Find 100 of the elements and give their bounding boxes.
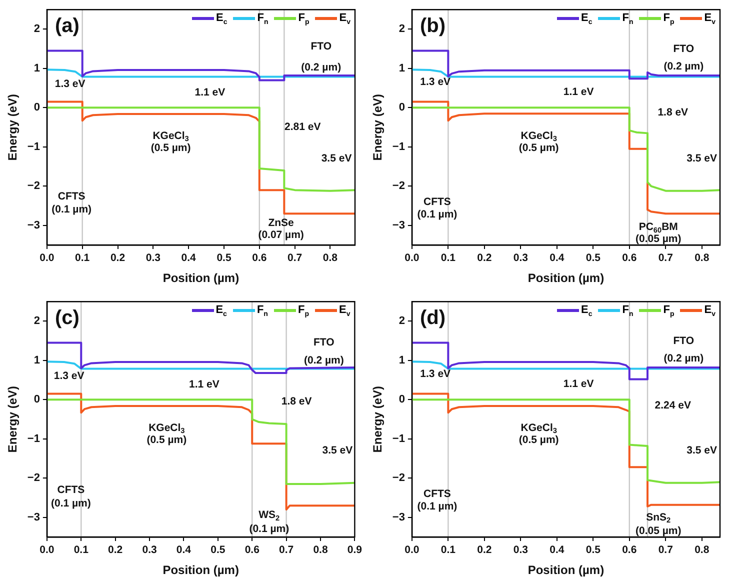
annotation: 1.1 eV xyxy=(194,86,226,99)
x-tick-label: 0.1 xyxy=(75,252,90,264)
chart-title: (a) xyxy=(54,15,80,38)
annotation: (0.1 µm) xyxy=(52,204,92,216)
y-tick-label: −1 xyxy=(27,432,40,445)
annotation: CFTS xyxy=(423,488,451,500)
y-tick-label: 0 xyxy=(34,102,40,114)
x-tick-label: 0.4 xyxy=(550,544,564,556)
legend-label: F$_{n}$ xyxy=(257,12,268,26)
annotation: 2.81 eV xyxy=(284,121,321,134)
y-tick-label: −2 xyxy=(392,472,405,484)
annotation: FTO xyxy=(314,336,334,349)
annotation: (0.1 µm) xyxy=(249,523,290,536)
legend-label: E$_{v}$ xyxy=(339,12,351,26)
y-tick-label: 1 xyxy=(398,354,405,366)
legend-label: E$_{c}$ xyxy=(216,304,227,318)
x-tick-label: 0.0 xyxy=(404,544,420,556)
x-tick-label: 0.6 xyxy=(244,544,260,556)
x-tick-label: 0.2 xyxy=(477,252,492,264)
annotation: FTO xyxy=(673,334,694,347)
annotation: (0.5 µm) xyxy=(518,434,559,446)
annotation: (0.07 µm) xyxy=(258,229,304,242)
x-tick-label: 0.6 xyxy=(622,544,637,556)
annotation: (0.2 µm) xyxy=(664,352,704,364)
annotation: (0.2 µm) xyxy=(304,354,344,366)
y-tick-label: −2 xyxy=(27,472,40,484)
annotation: 1.3 eV xyxy=(420,76,451,88)
y-tick-label: −2 xyxy=(392,180,405,192)
y-tick-label: −3 xyxy=(27,219,40,232)
legend-label: F$_{p}$ xyxy=(663,12,674,26)
annotation: 3.5 eV xyxy=(322,444,353,456)
y-tick-label: 1 xyxy=(34,354,40,366)
y-axis-title: Energy (eV) xyxy=(6,94,20,161)
annotation: CFTS xyxy=(57,484,85,496)
annotation: CFTS xyxy=(423,196,451,208)
y-tick-label: −3 xyxy=(392,511,405,524)
x-tick-label: 0.2 xyxy=(108,544,123,556)
annotation: (0.1 µm) xyxy=(417,500,458,512)
annotation: (0.2 µm) xyxy=(301,62,342,74)
annotation: (0.5 µm) xyxy=(146,434,187,446)
annotation: FTO xyxy=(673,42,694,55)
legend-label: E$_{v}$ xyxy=(704,304,716,318)
x-tick-label: 0.4 xyxy=(181,252,196,264)
x-axis-title: Position (µm) xyxy=(162,563,239,578)
annotation: FTO xyxy=(310,40,332,53)
x-tick-label: 0.9 xyxy=(347,544,362,556)
x-tick-label: 0.3 xyxy=(142,544,157,556)
chart-title: (d) xyxy=(420,307,446,330)
x-tick-label: 0.6 xyxy=(622,252,637,264)
x-tick-label: 0.2 xyxy=(110,252,126,264)
annotation: 1.1 eV xyxy=(189,378,220,391)
annotation: 3.5 eV xyxy=(686,152,718,164)
annotation: 3.5 eV xyxy=(686,444,718,456)
x-tick-label: 0.6 xyxy=(252,252,267,264)
y-tick-label: 2 xyxy=(34,315,40,328)
annotation: 1.1 eV xyxy=(563,86,594,98)
legend-label: F$_{p}$ xyxy=(663,304,674,318)
annotation: ZnSe xyxy=(268,217,294,230)
x-tick-label: 0.7 xyxy=(658,544,674,556)
y-tick-label: 0 xyxy=(398,102,405,114)
y-tick-label: −3 xyxy=(392,219,405,232)
chart-title: (c) xyxy=(54,307,80,330)
annotation: (0.5 µm) xyxy=(518,142,559,154)
chart-title: (b) xyxy=(420,15,446,38)
x-tick-label: 0.0 xyxy=(404,252,420,264)
x-tick-label: 0.7 xyxy=(288,252,302,264)
y-tick-label: −1 xyxy=(392,140,405,153)
annotation: (0.1 µm) xyxy=(417,208,458,220)
annotation: (0.05 µm) xyxy=(636,233,682,246)
legend-label: F$_{n}$ xyxy=(622,12,634,26)
y-tick-label: 2 xyxy=(398,315,405,328)
x-tick-label: 0.3 xyxy=(513,252,528,264)
y-tick-label: 2 xyxy=(34,23,40,36)
x-tick-label: 0.1 xyxy=(74,544,89,556)
x-tick-label: 0.5 xyxy=(210,544,226,556)
x-tick-label: 0.7 xyxy=(279,544,294,556)
y-tick-label: 0 xyxy=(34,394,40,406)
y-axis-title: Energy (eV) xyxy=(6,386,20,453)
y-tick-label: −1 xyxy=(27,140,40,153)
x-tick-label: 0.1 xyxy=(440,544,456,556)
annotation: 1.3 eV xyxy=(54,370,84,382)
x-tick-label: 0.2 xyxy=(477,544,492,556)
y-tick-label: 1 xyxy=(398,62,405,74)
x-tick-label: 0.8 xyxy=(694,252,710,264)
x-tick-label: 0.3 xyxy=(513,544,528,556)
x-tick-label: 0.5 xyxy=(586,252,601,264)
x-tick-label: 0.1 xyxy=(440,252,456,264)
legend-label: E$_{c}$ xyxy=(581,12,592,26)
annotation: (0.2 µm) xyxy=(664,60,704,72)
x-tick-label: 0.4 xyxy=(550,252,564,264)
y-tick-label: −3 xyxy=(27,511,40,524)
annotation: 1.3 eV xyxy=(420,368,451,380)
y-axis-title: Energy (eV) xyxy=(370,94,385,161)
annotation: 1.8 eV xyxy=(281,396,312,408)
legend-label: F$_{n}$ xyxy=(622,304,634,318)
annotation: 1.3 eV xyxy=(54,78,86,90)
x-axis-title: Position (µm) xyxy=(162,271,240,286)
x-tick-label: 0.8 xyxy=(313,544,328,556)
x-axis-title: Position (µm) xyxy=(528,563,604,578)
x-axis-title: Position (µm) xyxy=(528,271,604,286)
